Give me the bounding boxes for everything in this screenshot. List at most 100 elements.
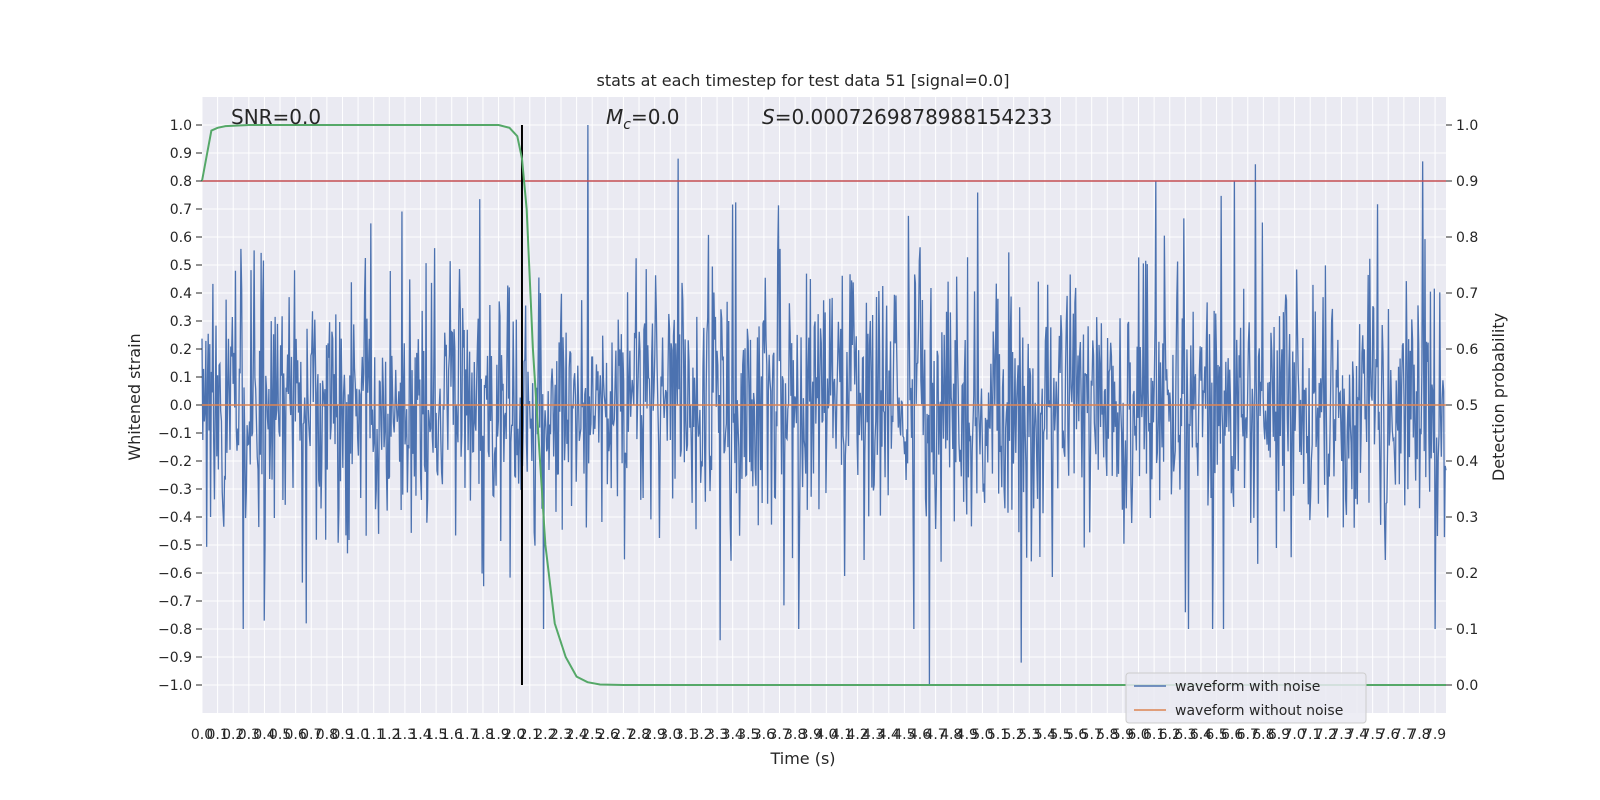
x-tick-label: 4.7 [924, 727, 946, 743]
x-tick-label: 6.9 [1268, 727, 1290, 743]
x-tick-label: 3.5 [737, 727, 759, 743]
x-tick-label: 1.8 [472, 727, 494, 743]
x-tick-label: 0.4 [253, 727, 275, 743]
y-tick-label: −0.3 [158, 482, 192, 498]
x-tick-label: 0.0 [191, 727, 213, 743]
y-tick-label: 0.1 [170, 370, 192, 386]
y2-tick-label: 0.1 [1456, 622, 1478, 638]
x-tick-label: 7.7 [1393, 727, 1415, 743]
x-tick-label: 7.0 [1283, 727, 1305, 743]
x-tick-label: 1.4 [409, 727, 431, 743]
y2-tick-label: 0.2 [1456, 566, 1478, 582]
x-tick-label: 6.0 [1127, 727, 1149, 743]
x-tick-label: 5.5 [1049, 727, 1071, 743]
x-tick-label: 4.2 [846, 727, 868, 743]
x-tick-label: 7.3 [1330, 727, 1352, 743]
y-tick-label: 0.5 [170, 258, 192, 274]
y2-tick-label: 0.6 [1456, 342, 1478, 358]
x-tick-label: 3.4 [722, 727, 744, 743]
y-axis-ticks: −1.0 −0.9 −0.8 −0.7 −0.6 −0.5 −0.4 −0.3 −0.2 −0.1… [158, 118, 202, 694]
chirp-mass-value: =0.0 [631, 105, 680, 129]
x-axis-label: Time (s) [769, 749, 835, 768]
x-tick-label: 4.0 [815, 727, 837, 743]
x-tick-label: 6.8 [1252, 727, 1274, 743]
y-tick-label: 0.3 [170, 314, 192, 330]
x-tick-label: 3.6 [753, 727, 775, 743]
x-tick-label: 3.2 [690, 727, 712, 743]
x-tick-label: 5.3 [1018, 727, 1040, 743]
y-tick-label: −0.4 [158, 510, 192, 526]
x-tick-label: 1.0 [347, 727, 369, 743]
x-tick-label: 4.4 [878, 727, 900, 743]
x-tick-label: 7.4 [1346, 727, 1368, 743]
x-tick-label: 6.6 [1221, 727, 1243, 743]
x-tick-label: 2.2 [534, 727, 556, 743]
y-tick-label: 0.0 [170, 398, 192, 414]
x-tick-label: 5.9 [1112, 727, 1134, 743]
s-value: =0.0007269878988154233 [775, 105, 1053, 129]
x-tick-label: 6.1 [1143, 727, 1165, 743]
detection-probability-line [201, 124, 1446, 686]
x-tick-label: 5.2 [1003, 727, 1025, 743]
chirp-mass-symbol: M [606, 105, 623, 129]
x-tick-label: 4.3 [862, 727, 884, 743]
x-tick-label: 0.7 [300, 727, 322, 743]
x-tick-label: 2.3 [550, 727, 572, 743]
x-tick-label: 4.6 [909, 727, 931, 743]
x-tick-label: 1.5 [425, 727, 447, 743]
waveform-with-noise-line [201, 124, 1447, 686]
x-tick-label: 7.5 [1362, 727, 1384, 743]
s-annotation: S=0.0007269878988154233 [762, 105, 1052, 129]
y-tick-label: 1.0 [170, 118, 192, 134]
y-tick-label: −0.5 [158, 538, 192, 554]
x-tick-label: 5.7 [1081, 727, 1103, 743]
y-tick-label: 0.7 [170, 202, 192, 218]
snr-annotation: SNR=0.0 [231, 105, 321, 129]
x-tick-label: 4.9 [956, 727, 978, 743]
x-tick-label: 0.6 [285, 727, 307, 743]
y-axis-label: Whitened strain [125, 333, 144, 460]
chart-title: stats at each timestep for test data 51 … [597, 71, 1010, 90]
y-tick-label: −0.7 [158, 594, 192, 610]
x-tick-label: 5.6 [1065, 727, 1087, 743]
x-tick-label: 4.8 [940, 727, 962, 743]
x-tick-label: 1.1 [363, 727, 385, 743]
y2-tick-label: 0.3 [1456, 510, 1478, 526]
x-tick-label: 0.8 [316, 727, 338, 743]
y2-tick-label: 1.0 [1456, 118, 1478, 134]
x-tick-label: 7.9 [1424, 727, 1446, 743]
x-tick-label: 0.2 [222, 727, 244, 743]
x-tick-label: 2.6 [597, 727, 619, 743]
x-tick-label: 1.2 [378, 727, 400, 743]
x-tick-label: 7.1 [1299, 727, 1321, 743]
y-tick-label: 0.2 [170, 342, 192, 358]
x-tick-label: 5.8 [1096, 727, 1118, 743]
y-tick-label: 0.9 [170, 146, 192, 162]
x-tick-label: 1.6 [441, 727, 463, 743]
x-tick-label: 3.8 [784, 727, 806, 743]
x-tick-label: 1.9 [487, 727, 509, 743]
x-tick-label: 3.0 [659, 727, 681, 743]
x-tick-label: 1.7 [456, 727, 478, 743]
x-tick-label: 6.4 [1190, 727, 1212, 743]
x-tick-label: 6.7 [1237, 727, 1259, 743]
s-symbol: S [762, 105, 775, 129]
y-tick-label: 0.4 [170, 286, 192, 302]
y-tick-label: −0.8 [158, 622, 192, 638]
legend: waveform with noise waveform without noi… [1125, 672, 1367, 724]
x-tick-label: 3.3 [706, 727, 728, 743]
x-tick-label: 2.9 [644, 727, 666, 743]
y-tick-label: 0.6 [170, 230, 192, 246]
legend-box [1125, 672, 1367, 724]
y-tick-label: −0.9 [158, 650, 192, 666]
x-tick-label: 5.0 [971, 727, 993, 743]
x-tick-label: 6.3 [1174, 727, 1196, 743]
legend-label-clean: waveform without noise [1175, 703, 1343, 719]
x-tick-label: 7.6 [1377, 727, 1399, 743]
y2-tick-label: 0.0 [1456, 678, 1478, 694]
legend-label-noise: waveform with noise [1175, 679, 1320, 695]
x-tick-label: 3.1 [675, 727, 697, 743]
chirp-mass-annotation: Mc=0.0 [606, 105, 680, 133]
y2-tick-label: 0.9 [1456, 174, 1478, 190]
x-tick-label: 3.7 [768, 727, 790, 743]
